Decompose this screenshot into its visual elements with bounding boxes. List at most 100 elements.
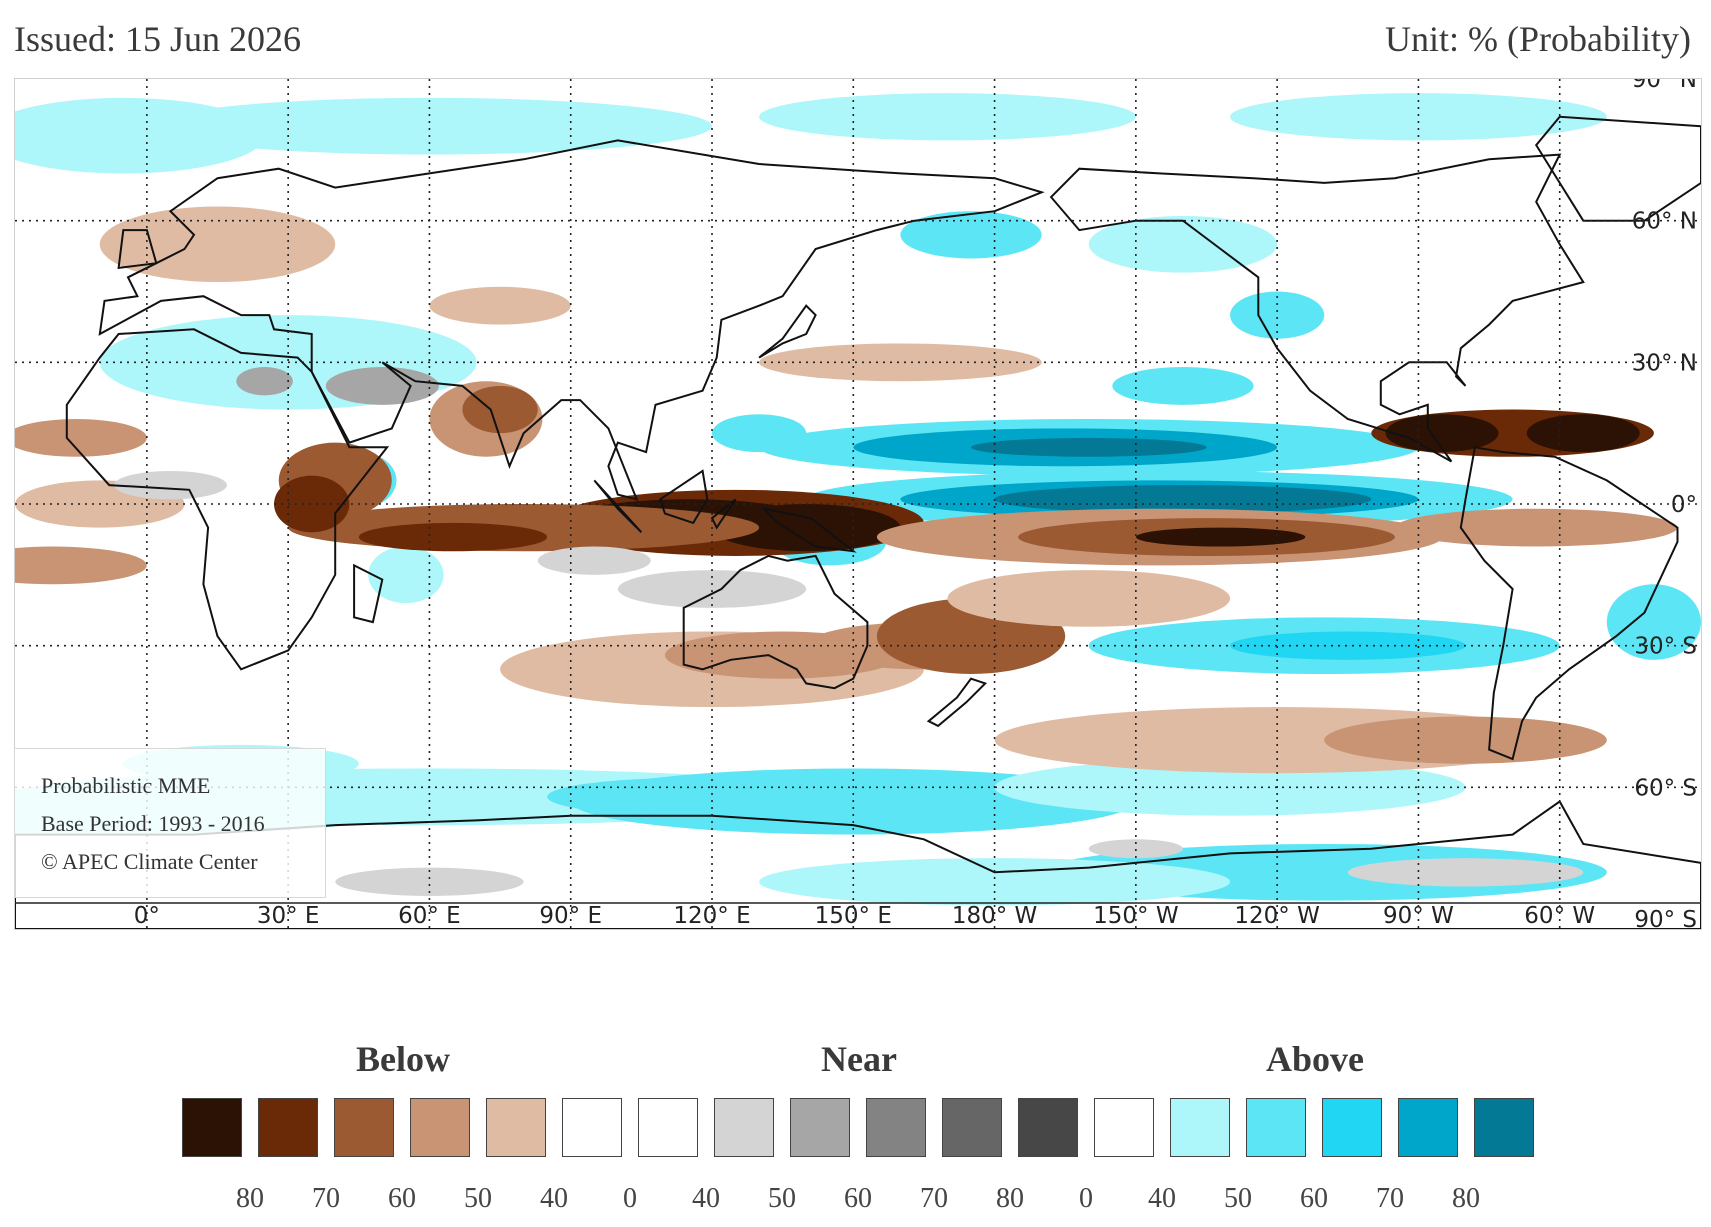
coastline [98, 139, 1045, 501]
field-patch [368, 546, 444, 604]
legend-swatch [1322, 1098, 1382, 1157]
legend-swatch [790, 1098, 850, 1157]
coastline [1534, 115, 1701, 222]
longitude-label: 60° W [1524, 903, 1595, 929]
longitude-label: 150° E [815, 903, 892, 929]
coastline [710, 498, 737, 530]
field-patch [712, 504, 901, 552]
field-patch [759, 343, 1042, 382]
field-patch [113, 470, 227, 500]
legend-swatch [486, 1098, 546, 1157]
latitude-label: 90° N [1632, 79, 1697, 93]
coastline [926, 677, 988, 728]
legend-swatch [182, 1098, 242, 1157]
coastline [15, 800, 1701, 929]
field-patch [547, 777, 830, 816]
legend-tick-label: 80 [1452, 1183, 1480, 1214]
legend-swatch [1474, 1098, 1534, 1157]
legend-swatch [942, 1098, 1002, 1157]
base-period-label: Base Period: 1993 - 2016 [41, 811, 265, 836]
legend-tick-label: 50 [1224, 1183, 1252, 1214]
legend-tick-label: 60 [844, 1183, 872, 1214]
coastline [760, 507, 857, 553]
field-patch [429, 286, 571, 325]
probability-field [15, 93, 1701, 906]
legend-tick-label: 80 [236, 1183, 264, 1214]
unit-label: Unit: % (Probability) [1385, 19, 1691, 59]
field-patch [759, 93, 1136, 141]
model-label: Probabilistic MME [41, 773, 211, 798]
legend-swatch [866, 1098, 926, 1157]
coastline [1459, 446, 1679, 761]
field-patch [99, 206, 336, 283]
field-patch [325, 367, 439, 405]
legend-category-below: Below [356, 1039, 450, 1079]
field-patch [274, 475, 350, 533]
longitude-label: 120° E [673, 903, 750, 929]
legend-tick-label: 60 [388, 1183, 416, 1214]
field-patch [712, 414, 807, 453]
latitude-label: 60° S [1634, 775, 1697, 801]
legend-tick-label: 60 [1300, 1183, 1328, 1214]
coastline [758, 304, 817, 359]
legend-swatch [1246, 1098, 1306, 1157]
field-patch [146, 97, 713, 155]
legend-swatch [334, 1098, 394, 1157]
longitude-label: 30° E [257, 903, 320, 929]
field-patch [900, 211, 1042, 259]
legend-swatch [1170, 1098, 1230, 1157]
latitude-label: 60° N [1632, 209, 1697, 235]
legend-swatch [1018, 1098, 1078, 1157]
longitude-label: 150° W [1093, 903, 1178, 929]
legend-tick-label: 40 [540, 1183, 568, 1214]
legend-tick-label: 70 [312, 1183, 340, 1214]
field-patch [1088, 215, 1278, 273]
latitude-label: 30° N [1632, 350, 1697, 376]
legend-tick-label: 80 [996, 1183, 1024, 1214]
info-box: Probabilistic MME Base Period: 1993 - 20… [14, 748, 326, 898]
longitude-label: 180° W [952, 903, 1037, 929]
longitude-label: 90° W [1383, 903, 1454, 929]
field-patch [1135, 527, 1306, 547]
legend-swatch [258, 1098, 318, 1157]
coastline [659, 469, 709, 525]
longitude-label: 90° E [539, 903, 602, 929]
issued-date: Issued: 15 Jun 2026 [14, 19, 301, 59]
field-patch [759, 858, 1231, 906]
copyright-label: © APEC Climate Center [41, 849, 258, 874]
legend-tick-label: 40 [1148, 1183, 1176, 1214]
field-patch [15, 419, 147, 457]
field-patch [1230, 291, 1325, 339]
field-patch [15, 546, 147, 585]
axis-labels: 90° N 60° N 30° N 0° 30° S 60° S 90° S 0° 30° E 6… [134, 79, 1697, 929]
legend-swatch [410, 1098, 470, 1157]
field-patch [947, 570, 1231, 627]
longitude-label: 60° E [398, 903, 461, 929]
legend-swatch [638, 1098, 698, 1157]
field-patch [1230, 93, 1607, 141]
legend-tick-label: 50 [464, 1183, 492, 1214]
field-patch [537, 546, 651, 575]
field-patch [1394, 508, 1678, 547]
legend-tick-label: 0 [623, 1183, 637, 1214]
coastline [682, 554, 869, 690]
field-patch [335, 867, 524, 896]
legend-tick-label: 0 [1079, 1183, 1093, 1214]
field-patch [971, 437, 1207, 457]
field-patch [462, 385, 538, 434]
field-patch [1526, 414, 1640, 453]
latitude-label: 30° S [1634, 634, 1697, 660]
legend-tick-label: 50 [768, 1183, 796, 1214]
field-patch [617, 570, 807, 608]
coastline [117, 229, 158, 270]
field-patch [358, 522, 548, 552]
field-patch [236, 367, 293, 396]
field-patch [1112, 367, 1254, 405]
coastline [65, 328, 390, 671]
legend-tick-label: 40 [692, 1183, 720, 1214]
legend-category-above: Above [1266, 1039, 1364, 1079]
field-patch [1606, 584, 1701, 660]
legend-swatch [562, 1098, 622, 1157]
longitude-label: 0° [134, 903, 160, 929]
coastline [353, 563, 384, 624]
